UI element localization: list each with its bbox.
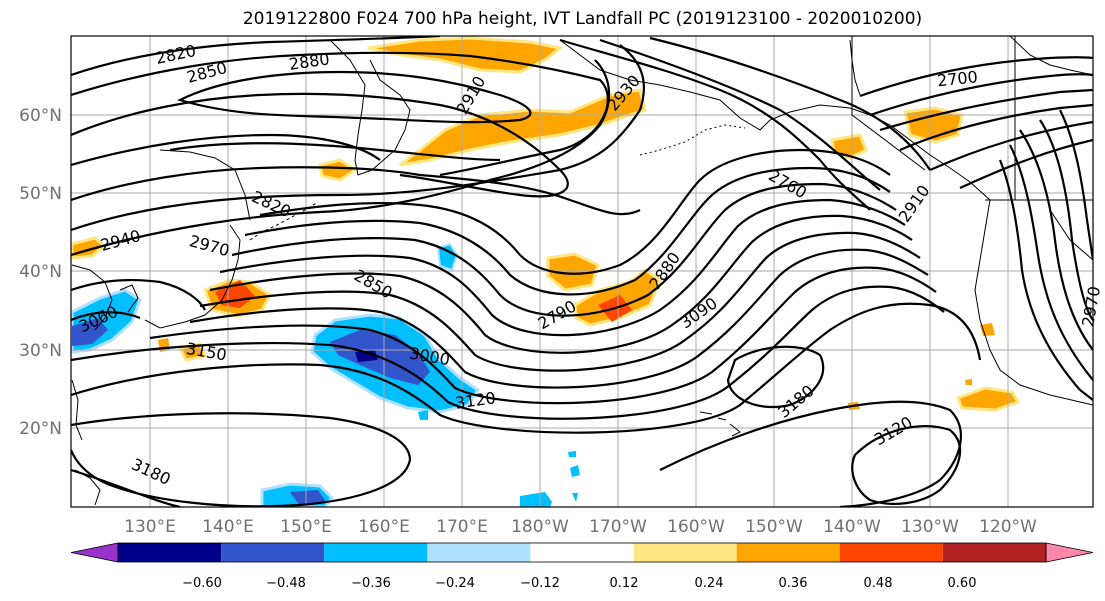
lat-label: 60°N <box>19 106 62 126</box>
map-frame <box>70 35 1094 508</box>
lon-label: 150°E <box>280 517 332 537</box>
colorbar-labels: −0.60 −0.48 −0.36 −0.24 −0.12 0.12 0.24 … <box>182 576 976 591</box>
lon-label: 130°W <box>901 517 959 537</box>
height-contours <box>71 36 1093 507</box>
contour-label: 2700 <box>936 67 978 90</box>
colorbar-segment <box>839 543 943 562</box>
colorbar-segment <box>324 543 428 562</box>
ivt-shading <box>71 36 1021 507</box>
lat-label: 50°N <box>19 184 62 204</box>
colorbar <box>70 542 1094 563</box>
colorbar-segment <box>530 543 634 562</box>
colorbar-tick-label: −0.12 <box>520 576 560 591</box>
colorbar-tick-label: 0.12 <box>610 576 639 591</box>
colorbar-segment <box>427 543 531 562</box>
colorbar-tick-label: −0.24 <box>435 576 475 591</box>
lat-label: 30°N <box>19 341 62 361</box>
lon-label: 170°W <box>589 517 647 537</box>
lon-label: 140°E <box>202 517 254 537</box>
colorbar-segment <box>221 543 325 562</box>
lat-axis-labels: 60°N 50°N 40°N 30°N 20°N <box>19 106 62 439</box>
colorbar-extend-low <box>70 542 119 563</box>
lat-label: 40°N <box>19 262 62 282</box>
lon-label: 180°W <box>511 517 569 537</box>
lon-label: 160°W <box>667 517 725 537</box>
lon-label: 120°W <box>979 517 1037 537</box>
colorbar-tick-label: 0.24 <box>695 576 724 591</box>
lon-label: 140°W <box>823 517 881 537</box>
colorbar-tick-label: −0.36 <box>351 576 391 591</box>
colorbar-segment <box>633 543 737 562</box>
colorbar-tick-label: 0.36 <box>779 576 808 591</box>
map-title: 2019122800 F024 700 hPa height, IVT Land… <box>242 9 923 29</box>
colorbar-tick-label: 0.60 <box>948 576 977 591</box>
colorbar-segment <box>118 543 222 562</box>
colorbar-tick-label: −0.48 <box>266 576 306 591</box>
lon-label: 130°E <box>124 517 176 537</box>
lat-label: 20°N <box>19 419 62 439</box>
lon-label: 170°E <box>436 517 488 537</box>
colorbar-segment <box>736 543 840 562</box>
colorbar-segment <box>942 543 1046 562</box>
colorbar-tick-label: 0.48 <box>864 576 893 591</box>
colorbar-tick-label: −0.60 <box>182 576 222 591</box>
borders <box>851 36 1093 261</box>
colorbar-extend-high <box>1045 542 1094 563</box>
lon-label: 160°E <box>358 517 410 537</box>
coastlines <box>71 36 1093 506</box>
lon-label: 150°W <box>745 517 803 537</box>
colorbar-frame <box>117 542 1047 563</box>
lon-axis-labels: 130°E 140°E 150°E 160°E 170°E 180°W 170°… <box>124 517 1037 537</box>
graticule <box>71 36 1093 507</box>
